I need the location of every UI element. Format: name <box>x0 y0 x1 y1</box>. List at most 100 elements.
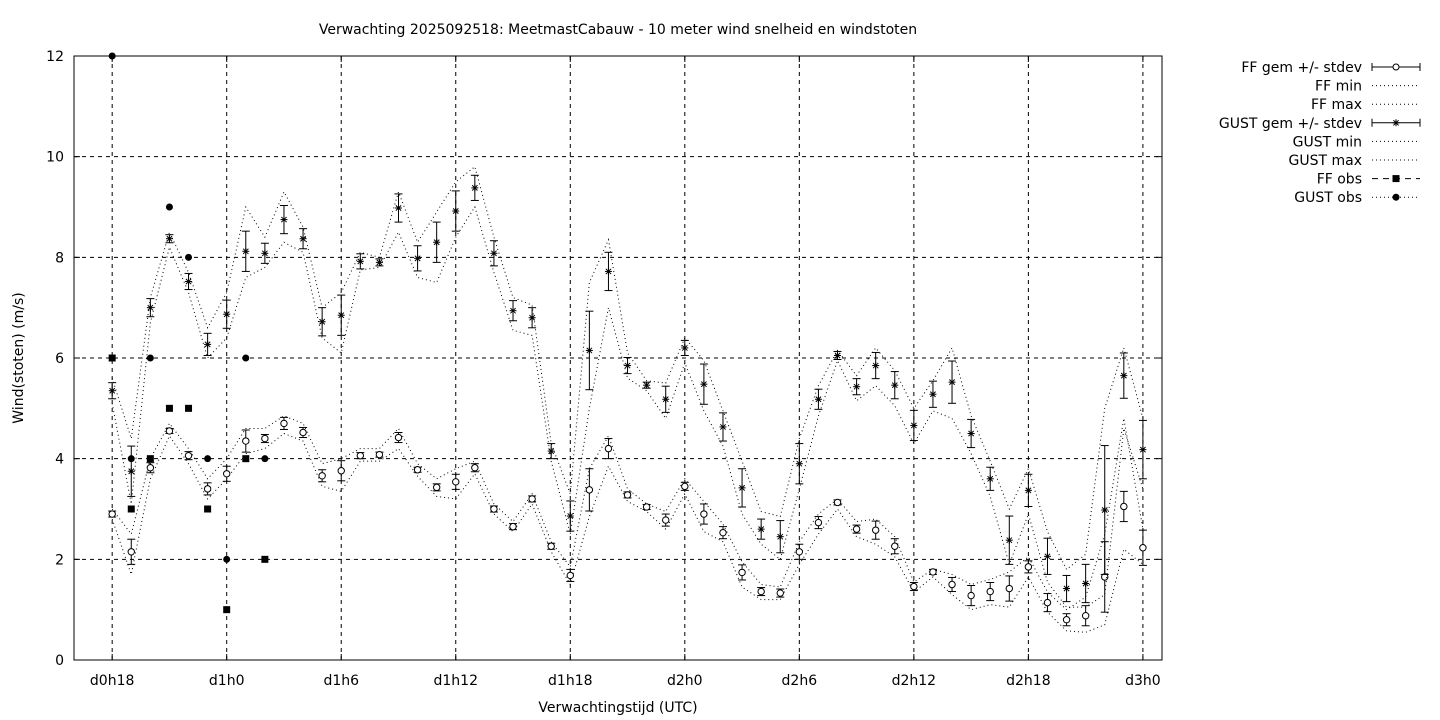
gust-mean-point <box>1063 585 1071 593</box>
legend-label-gust_min: GUST min <box>1293 134 1362 150</box>
gust-mean-point <box>700 380 708 388</box>
gust-mean-point <box>986 475 994 483</box>
legend-label-ff_min: FF min <box>1315 79 1362 95</box>
ff-mean-point <box>871 526 880 534</box>
gust-mean-point <box>719 423 727 431</box>
gust-min-line <box>111 205 1144 608</box>
gust-mean-point <box>261 249 269 257</box>
gust-mean-point <box>814 395 822 403</box>
gust-mean-point <box>738 484 746 492</box>
ff-obs-point <box>242 455 250 463</box>
grid-lines <box>74 56 1162 660</box>
gust-mean-point <box>299 235 307 243</box>
legend-marker-ff <box>1392 63 1400 71</box>
gust-mean-point <box>795 460 803 468</box>
gust-mean-point <box>108 387 116 395</box>
ff-mean-point <box>1005 584 1013 593</box>
ff-mean-point <box>967 591 975 600</box>
gust-mean-point <box>585 346 593 354</box>
ff-obs-point <box>261 555 269 563</box>
ff-mean-point <box>566 571 574 580</box>
ff-mean-point <box>1043 598 1052 607</box>
ff-mean-point <box>948 580 956 589</box>
gust-mean-point <box>681 344 689 352</box>
ff-mean-point <box>242 437 250 445</box>
gust-mean-point <box>566 512 574 520</box>
y-tick-label: 12 <box>46 49 64 65</box>
ff-mean-point <box>299 428 307 437</box>
ff-mean-point <box>642 503 651 511</box>
ff-mean-point <box>146 464 155 472</box>
x-axis-label: Verwachtingstijd (UTC) <box>538 700 697 716</box>
gust-mean-point <box>509 307 517 315</box>
plot-area <box>108 52 1147 633</box>
gust-mean-point <box>547 447 555 455</box>
gust-mean-point <box>223 310 231 318</box>
y-axis-label: Wind(stoten) (m/s) <box>11 292 27 423</box>
ff-mean-point <box>471 464 479 472</box>
ff-mean-point <box>127 548 135 556</box>
gust-mean-point <box>165 235 173 243</box>
ff-mean-point <box>280 419 288 428</box>
ff-mean-point <box>528 495 536 503</box>
gust-mean-point <box>834 351 842 359</box>
x-tick-label: d1h18 <box>548 673 592 689</box>
legend-label-ff_max: FF max <box>1311 97 1362 113</box>
ff-mean-point <box>108 510 116 518</box>
ff-mean-point <box>203 485 212 493</box>
legend-label-gust_max: GUST max <box>1289 153 1363 169</box>
gust-mean-point <box>375 258 383 266</box>
legend-marker-gust-obs <box>1392 193 1400 201</box>
ff-mean-point <box>719 528 727 537</box>
gust-mean-point <box>471 184 479 192</box>
gust-mean-point <box>872 362 880 370</box>
x-tick-label: d1h12 <box>434 673 478 689</box>
legend-label-ff_mean: FF gem +/- stdev <box>1241 60 1362 76</box>
legend-marker-gust <box>1392 119 1400 127</box>
ff-mean-point <box>1120 502 1128 511</box>
gust-obs-point <box>165 203 173 211</box>
ff-mean-point <box>165 427 174 435</box>
ff-mean-point <box>413 466 422 474</box>
ff-obs-point <box>127 505 135 513</box>
gust-mean-point <box>604 267 612 275</box>
ff-mean-point <box>261 434 269 443</box>
y-tick-label: 8 <box>55 250 64 266</box>
ff-mean-point <box>490 505 498 513</box>
x-tick-label: d2h6 <box>782 673 818 689</box>
x-tick-label: d1h0 <box>209 673 245 689</box>
ff-mean-point <box>929 568 937 576</box>
gust-mean-point <box>204 340 212 348</box>
ff-mean-point <box>318 472 326 480</box>
ff-mean-point <box>1062 616 1071 624</box>
ff-mean-point <box>356 451 365 460</box>
gust-mean-point <box>776 533 784 541</box>
ff-max-line <box>111 415 1144 611</box>
legend-marker-ff-obs <box>1392 175 1400 183</box>
gust-mean-point <box>394 204 402 212</box>
gust-mean-point <box>967 430 975 437</box>
gust-mean-point <box>185 277 193 285</box>
gust-mean-point <box>127 467 135 475</box>
gust-mean-point <box>280 216 288 224</box>
gust-mean-point <box>948 378 956 386</box>
gust-mean-point <box>356 257 364 265</box>
gust-mean-point <box>528 314 536 322</box>
gust-obs-point <box>242 354 250 362</box>
axis-ticks: 0 2 4 6 8 10 12 d0h18 d1h0 d1h6 d1h12 d1h18 d2h0 d2h6… <box>46 49 1162 689</box>
gust-obs-point <box>223 555 231 563</box>
gust-mean-point <box>1024 486 1032 494</box>
ff-mean-point <box>394 433 403 442</box>
gust-mean-point <box>853 383 861 391</box>
gust-obs-point <box>146 354 154 362</box>
ff-mean-point <box>184 451 193 460</box>
x-tick-label: d1h6 <box>323 673 359 689</box>
gust-mean-point <box>929 390 937 398</box>
gust-obs-point <box>261 455 269 463</box>
x-tick-label: d0h18 <box>90 673 134 689</box>
chart-title: Verwachting 2025092518: MeetmastCabauw -… <box>319 22 917 38</box>
ff-mean-point <box>833 498 842 507</box>
ff-mean-point <box>604 444 613 453</box>
ff-mean-point <box>452 478 460 486</box>
